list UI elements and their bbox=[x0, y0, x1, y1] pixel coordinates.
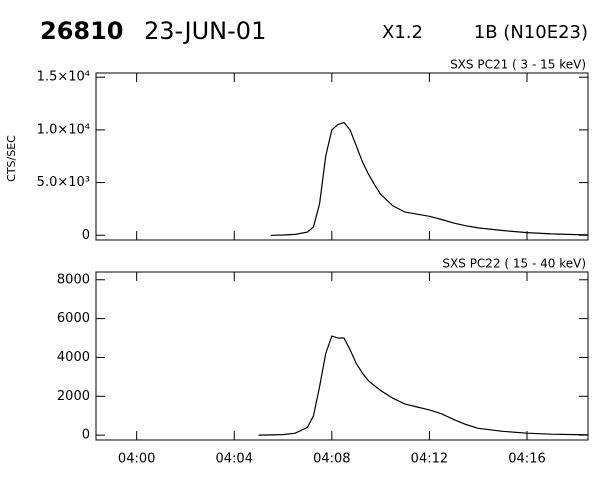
x-tick-label: 04:08 bbox=[313, 452, 350, 467]
y-tick-label: 1.0×10⁴ bbox=[37, 122, 90, 137]
flare-location: 1B (N10E23) bbox=[474, 22, 588, 43]
x-tick-label: 04:00 bbox=[118, 452, 155, 467]
y-tick-label: 5.0×10³ bbox=[37, 175, 90, 190]
y-tick-label: 2000 bbox=[57, 389, 90, 404]
y-tick-label: 0 bbox=[82, 428, 90, 443]
x-tick-label: 04:12 bbox=[411, 452, 448, 467]
plot-frame bbox=[95, 72, 589, 241]
x-tick-label: 04:04 bbox=[216, 452, 253, 467]
x-tick-label: 04:16 bbox=[508, 452, 545, 467]
panel-label: SXS PC21 ( 3 - 15 keV) bbox=[450, 58, 586, 72]
data-line bbox=[258, 335, 589, 436]
y-tick-label: 1.5×10⁴ bbox=[37, 70, 90, 85]
flare-class: X1.2 bbox=[382, 22, 423, 43]
y-tick-label: 4000 bbox=[57, 350, 90, 365]
panel-label: SXS PC22 ( 15 - 40 keV) bbox=[442, 257, 586, 271]
y-tick-label: 0 bbox=[82, 228, 90, 243]
y-tick-label: 6000 bbox=[57, 311, 90, 326]
date: 23-JUN-01 bbox=[144, 17, 266, 45]
y-axis-label: CTS/SEC bbox=[5, 135, 18, 182]
plot-frame bbox=[95, 271, 589, 441]
y-tick-label: 8000 bbox=[57, 272, 90, 287]
data-line bbox=[270, 121, 589, 236]
event-id: 26810 bbox=[40, 17, 124, 45]
